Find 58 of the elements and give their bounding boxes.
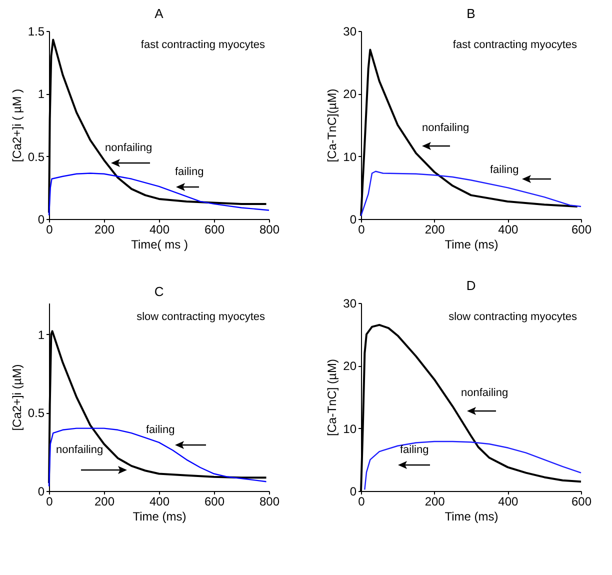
y-tick-label: 1.5 — [28, 24, 45, 38]
series-label: failing — [490, 164, 519, 176]
y-tick-label: 0.5 — [28, 150, 45, 164]
x-tick-label: 800 — [259, 222, 280, 236]
x-tick-label: 200 — [94, 222, 115, 236]
series-label: failing — [175, 166, 204, 178]
x-tick-label: 600 — [571, 494, 592, 508]
y-axis-title: [Ca2+]i (µM) — [10, 364, 24, 431]
x-tick-label: 400 — [149, 222, 170, 236]
series-label: nonfailing — [461, 387, 508, 399]
x-tick-label: 200 — [424, 494, 446, 508]
x-tick-label: 800 — [259, 494, 280, 508]
y-tick-label: 20 — [343, 359, 357, 374]
x-tick-label: 200 — [424, 222, 446, 236]
annotation: fast contracting myocytes — [140, 39, 266, 51]
y-axis-title: [Ca2+]i ( µM ) — [10, 88, 24, 162]
x-tick-label: 200 — [94, 494, 115, 508]
y-tick-label: 30 — [343, 296, 357, 310]
x-tick-label: 600 — [571, 222, 592, 236]
x-axis-title: Time (ms) — [132, 510, 186, 524]
x-tick-label: 600 — [204, 494, 225, 508]
series-label: nonfailing — [56, 444, 104, 456]
annotation: slow contracting myocytes — [136, 311, 266, 323]
y-tick-label: 0 — [38, 212, 45, 226]
x-tick-label: 0 — [46, 222, 54, 236]
x-tick-label: 400 — [149, 494, 170, 508]
x-tick-label: 400 — [498, 222, 518, 236]
annotation: slow contracting myocytes — [448, 311, 578, 323]
chart-title: C — [154, 284, 164, 299]
y-tick-label: 30 — [343, 24, 357, 38]
y-tick-label: 0.5 — [28, 406, 45, 420]
y-axis-title: [Ca-TnC](µM) — [325, 88, 340, 162]
series-label: nonfailing — [422, 122, 470, 134]
y-axis-title: [Ca-TnC] (µM) — [325, 359, 340, 436]
chart-title: B — [466, 6, 476, 21]
series-label: nonfailing — [105, 142, 152, 154]
x-tick-label: 0 — [358, 222, 366, 236]
x-axis-title: Time( ms ) — [131, 238, 188, 252]
y-tick-label: 0 — [350, 484, 357, 498]
x-tick-label: 600 — [204, 222, 225, 236]
y-tick-label: 20 — [343, 87, 357, 102]
x-axis-title: Time (ms) — [444, 238, 498, 252]
series-label: failing — [400, 444, 429, 456]
x-axis-title: Time (ms) — [444, 510, 498, 524]
x-tick-label: 0 — [46, 494, 54, 508]
y-tick-label: 0 — [350, 212, 357, 226]
y-tick-label: 1 — [38, 328, 45, 342]
chart-title: A — [154, 6, 164, 21]
x-tick-label: 0 — [358, 494, 366, 508]
y-tick-label: 10 — [343, 422, 357, 436]
x-tick-label: 400 — [498, 494, 518, 508]
series-label: failing — [146, 424, 175, 436]
y-tick-label: 1 — [38, 87, 45, 102]
line-series — [364, 440, 582, 490]
chart-title: D — [466, 278, 476, 293]
annotation: fast contracting myocytes — [452, 39, 578, 51]
y-tick-label: 0 — [38, 484, 45, 498]
y-tick-label: 10 — [343, 150, 357, 164]
